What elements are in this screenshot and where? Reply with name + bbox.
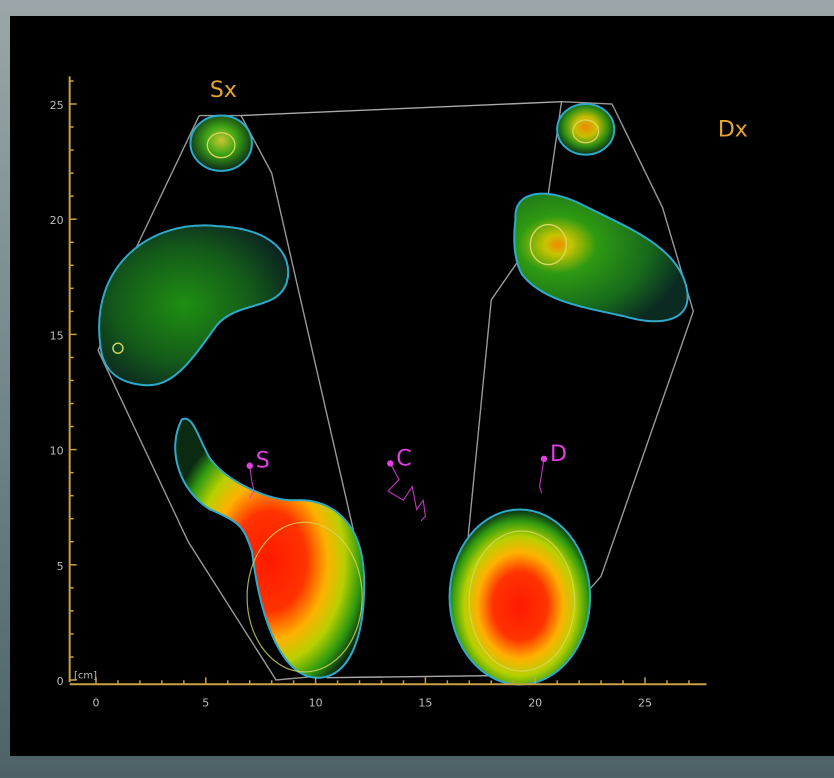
region-fill xyxy=(448,508,592,686)
pressure-plot-screen: 0 5 10 15 20 25 0 5 10 15 20 25 [cm] S C D Sx Dx xyxy=(10,16,834,756)
pressure-region-dx-toe xyxy=(556,103,616,156)
x-tick-label: 15 xyxy=(418,696,432,709)
plantar-pressure-chart: 0 5 10 15 20 25 0 5 10 15 20 25 [cm] S C D Sx Dx xyxy=(50,76,748,709)
x-tick-label: 20 xyxy=(528,696,542,709)
y-tick-label: 20 xyxy=(50,214,64,227)
region-fill xyxy=(556,103,616,156)
region-level-contour xyxy=(246,521,363,673)
pressure-region-dx-heel xyxy=(448,508,592,686)
x-tick-label: 5 xyxy=(202,696,209,709)
foot-label-sx: Sx xyxy=(210,78,237,103)
unit-label: [cm] xyxy=(74,670,97,681)
x-tick-label: 25 xyxy=(638,696,652,709)
pressure-region-sx-toe xyxy=(189,114,253,172)
pressure-regions xyxy=(98,103,689,686)
region-peak-contour xyxy=(529,223,568,266)
x-tick-label: 0 xyxy=(93,696,100,709)
foot-envelope-lines xyxy=(97,100,695,681)
y-tick-label: 10 xyxy=(50,445,64,458)
region-level-contour xyxy=(468,530,576,672)
pressure-region-sx-metatarsal xyxy=(98,224,290,387)
sway-trace xyxy=(387,463,426,522)
foot-label-dx: Dx xyxy=(718,117,748,142)
region-fill xyxy=(189,114,253,172)
y-tick-label: 15 xyxy=(50,329,64,342)
region-peak-contour xyxy=(206,132,236,159)
y-tick-label: 5 xyxy=(57,560,64,573)
axes: 0 5 10 15 20 25 0 5 10 15 20 25 [cm] xyxy=(50,76,707,709)
region-fill xyxy=(174,417,366,679)
envelope-bottom-connector xyxy=(326,674,514,679)
foot-labels: Sx Dx xyxy=(210,78,748,142)
marker-label: C xyxy=(396,446,411,471)
cop-marker-d: D xyxy=(540,442,567,467)
pressure-region-dx-metatarsal xyxy=(513,192,689,323)
sway-trace xyxy=(249,465,255,499)
envelope-top-connector xyxy=(240,100,562,117)
pressure-region-sx-heel xyxy=(174,417,366,679)
cop-marker-c: C xyxy=(387,446,412,471)
marker-dot xyxy=(540,455,548,463)
region-fill xyxy=(98,224,290,387)
marker-label: D xyxy=(550,442,567,467)
x-tick-label: 10 xyxy=(309,696,323,709)
y-tick-label: 25 xyxy=(50,99,64,112)
cop-marker-s: S xyxy=(246,449,270,474)
region-peak-contour xyxy=(572,119,600,144)
region-peak-contour xyxy=(112,342,124,354)
y-tick-label: 0 xyxy=(57,675,64,688)
marker-dot xyxy=(246,462,253,469)
marker-label: S xyxy=(256,449,270,474)
sway-trace xyxy=(539,458,545,494)
marker-dot xyxy=(387,460,394,467)
region-fill xyxy=(513,192,689,323)
